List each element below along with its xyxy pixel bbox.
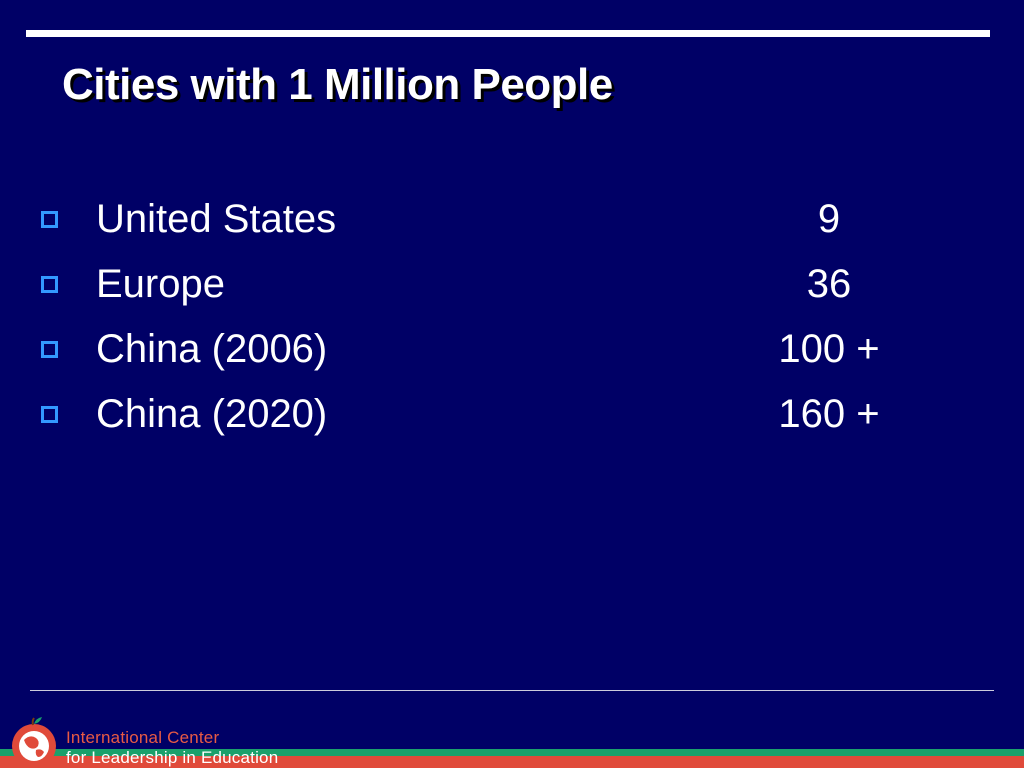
item-value: 160 +: [778, 392, 880, 436]
bullet-list: United States 9 Europe 36 China (2006) 1…: [0, 193, 1024, 453]
organization-name-line1: International Center: [66, 728, 220, 747]
footer-stripe-green: [0, 749, 1024, 756]
item-value: 36: [806, 262, 852, 306]
item-label: United States: [96, 197, 337, 241]
footer-stripe-red: [0, 756, 1024, 768]
hollow-square-bullet-icon: [41, 341, 58, 358]
item-label: Europe: [96, 262, 225, 306]
list-item: China (2020) 160 +: [0, 388, 1024, 453]
hollow-square-bullet-icon: [41, 406, 58, 423]
list-item: Europe 36: [0, 258, 1024, 323]
slide-title: Cities with 1 Million People: [62, 60, 613, 109]
hollow-square-bullet-icon: [41, 211, 58, 228]
item-value: 9: [817, 197, 841, 241]
item-value: 100 +: [778, 327, 880, 371]
bottom-divider: [30, 690, 994, 691]
hollow-square-bullet-icon: [41, 276, 58, 293]
list-item: China (2006) 100 +: [0, 323, 1024, 388]
top-divider: [26, 30, 990, 37]
apple-globe-logo-icon: [12, 717, 56, 768]
organization-name-line2: for Leadership in Education: [66, 748, 279, 767]
item-label: China (2020): [96, 392, 328, 436]
list-item: United States 9: [0, 193, 1024, 258]
item-label: China (2006): [96, 327, 328, 371]
